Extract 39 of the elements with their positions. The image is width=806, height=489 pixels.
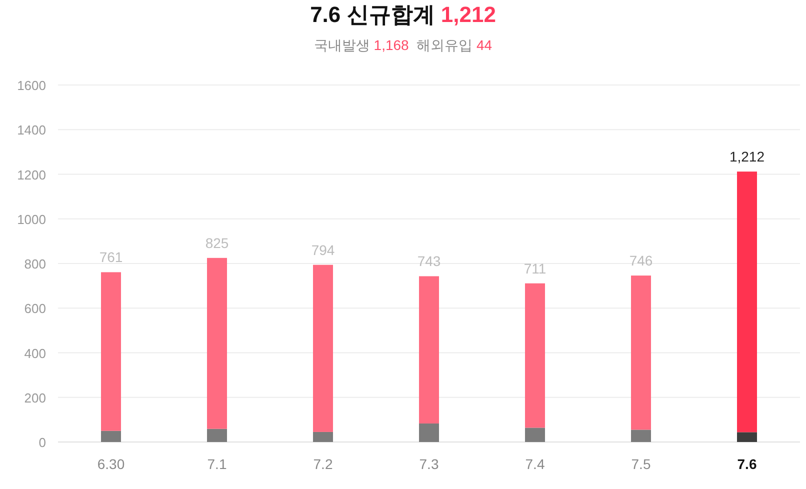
bar xyxy=(631,276,651,430)
bar xyxy=(737,432,757,442)
bar xyxy=(525,283,545,428)
bar xyxy=(313,432,333,442)
bar xyxy=(207,428,227,442)
y-tick-label: 1000 xyxy=(17,212,46,227)
bar xyxy=(101,272,121,431)
y-tick-label: 600 xyxy=(24,301,46,316)
total-label: 746 xyxy=(629,252,653,269)
bar xyxy=(313,264,333,432)
y-tick-label: 0 xyxy=(38,435,46,450)
bar xyxy=(525,428,545,442)
bar xyxy=(207,258,227,429)
x-tick-label: 7.6 xyxy=(737,456,757,472)
bar xyxy=(419,276,439,424)
x-tick-label: 7.5 xyxy=(631,456,651,472)
y-tick-label: 200 xyxy=(24,390,46,406)
y-tick-label: 800 xyxy=(24,256,46,272)
bar xyxy=(737,172,757,432)
total-label: 1,212 xyxy=(729,148,765,165)
title: 7.6 신규합계 1,212 xyxy=(310,2,496,27)
total-label: 761 xyxy=(99,249,123,266)
x-tick-label: 7.2 xyxy=(313,456,333,472)
total-label: 711 xyxy=(524,260,546,276)
y-tick-label: 400 xyxy=(24,346,46,361)
y-tick-label: 1600 xyxy=(17,78,46,93)
bar xyxy=(101,430,121,442)
total-label: 825 xyxy=(205,234,229,251)
chart-subtitle: 국내발생 1,168 해외유입 44 xyxy=(314,37,492,53)
y-tick-label: 1200 xyxy=(17,167,46,182)
bar xyxy=(631,430,651,442)
x-tick-label: 7.1 xyxy=(207,456,227,472)
x-tick-label: 7.4 xyxy=(525,456,545,472)
total-label: 794 xyxy=(311,242,335,258)
bar xyxy=(419,423,439,442)
total-label: 743 xyxy=(417,253,441,270)
y-tick-label: 1400 xyxy=(17,122,46,138)
x-tick-label: 7.3 xyxy=(419,456,439,472)
x-tick-label: 6.30 xyxy=(97,456,125,472)
